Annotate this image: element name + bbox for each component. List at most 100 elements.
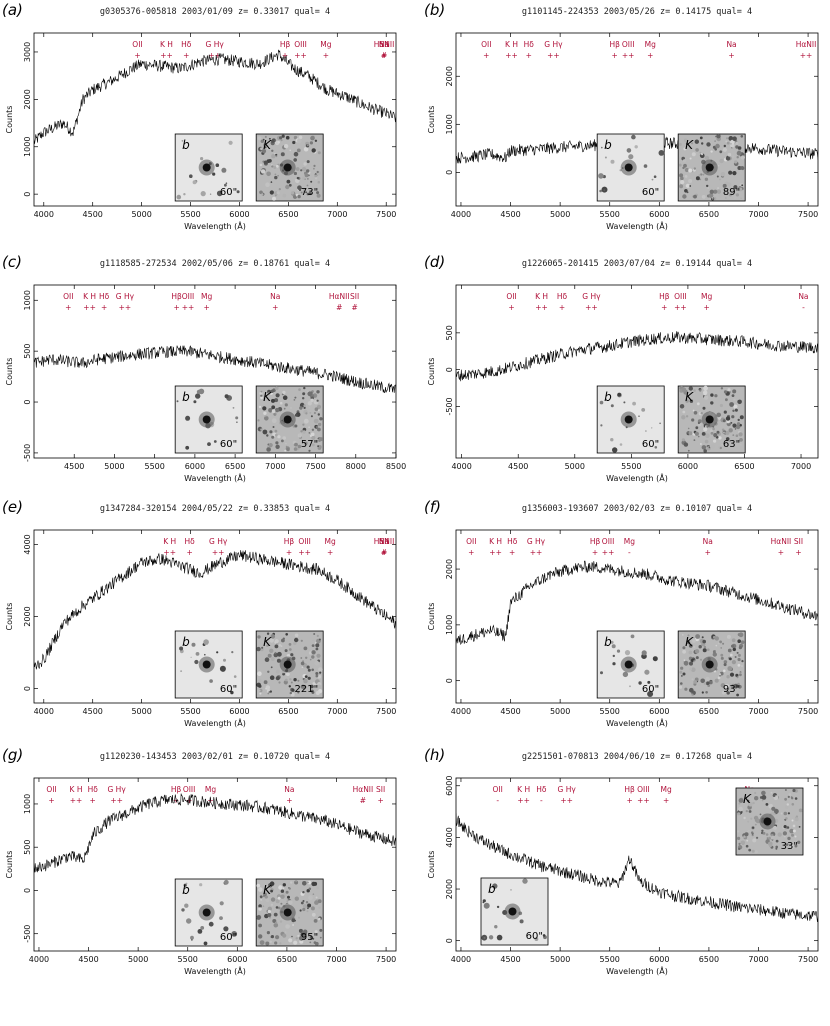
inset-speckle [316, 390, 320, 394]
inset-speckle [720, 647, 722, 649]
inset-k-image: K 33" [735, 787, 804, 856]
inset-speckle [236, 190, 240, 194]
inset-speckle [280, 894, 285, 899]
inset-speckle [700, 678, 705, 684]
inset-speckle [317, 899, 322, 904]
inset-speckle [317, 684, 322, 689]
inset-speckle [712, 635, 716, 639]
emission-line-label: OII [466, 537, 476, 546]
inset-speckle [679, 404, 685, 409]
inset-band-label: b [182, 390, 190, 404]
inset-band-label: K [743, 792, 752, 806]
inset-speckle [312, 639, 314, 642]
x-tick-label: 7500 [798, 210, 818, 219]
inset-speckle [274, 175, 278, 180]
inset-speckle [290, 407, 292, 409]
x-axis-label: Wavelength (Å) [606, 717, 668, 728]
inset-speckle [687, 634, 690, 637]
inset-speckle [300, 430, 303, 433]
inset-speckle [232, 407, 235, 409]
inset-speckle [795, 825, 799, 829]
inset-speckle [692, 645, 696, 649]
inset-speckle [740, 166, 745, 171]
inset-speckle [281, 134, 285, 138]
x-axis-label: Wavelength (Å) [184, 717, 246, 728]
inset-speckle [274, 407, 280, 413]
inset-speckle [314, 139, 318, 142]
inset-speckle [754, 791, 757, 795]
x-tick-label: 7000 [327, 210, 347, 219]
inset-speckle [770, 791, 773, 794]
inset-speckle [261, 646, 264, 649]
inset-speckle [283, 144, 289, 149]
inset-speckle [295, 937, 298, 940]
inset-speckle [257, 635, 261, 639]
inset-band-label: K [685, 635, 694, 649]
emission-line-label: Mg [645, 40, 656, 49]
emission-line-label: G Hγ [206, 40, 225, 49]
inset-speckle [693, 660, 696, 663]
inset-speckle [770, 835, 775, 840]
inset-speckle [791, 803, 795, 806]
inset-speckle [269, 648, 274, 653]
inset-speckle [313, 881, 318, 886]
emission-line-label: Na [726, 40, 736, 49]
x-tick-label: 6000 [649, 210, 669, 219]
inset-speckle [735, 424, 741, 430]
inset-speckle [260, 169, 266, 174]
galaxy-core [763, 817, 772, 826]
inset-speckle [701, 691, 704, 694]
panel-title: g0305376-005818 2003/01/09 z= 0.33017 qu… [100, 7, 330, 17]
inset-speckle [720, 683, 726, 688]
inset-speckle [298, 928, 303, 933]
plot-frame [455, 777, 819, 952]
inset-speckle [681, 634, 684, 636]
inset-speckle [703, 395, 709, 400]
inset-speckle [714, 394, 718, 398]
plot-frame [33, 32, 397, 207]
inset-speckle [717, 187, 720, 190]
inset-speckle [274, 386, 279, 391]
emission-line-label: OIII [622, 40, 635, 49]
inset-speckle [308, 407, 311, 409]
inset-speckle [318, 437, 323, 442]
y-axis-label: Counts [5, 358, 14, 386]
inset-speckle [737, 684, 742, 689]
inset-speckle [726, 634, 731, 639]
inset-speckle [303, 406, 306, 409]
inset-speckle [789, 844, 795, 849]
x-tick-label: 6000 [649, 955, 669, 964]
inset-speckle [736, 693, 739, 697]
emission-line-label: OIII [637, 785, 650, 794]
spectrum-line [456, 560, 818, 646]
y-tick-label: 2000 [23, 606, 32, 626]
inset-speckle [310, 415, 313, 418]
emission-line-label: Hβ [284, 537, 295, 546]
galaxy-core [202, 163, 211, 172]
inset-speckle [792, 824, 796, 828]
inset-speckle [735, 193, 740, 197]
inset-speckle [722, 147, 728, 152]
galaxy-core [705, 163, 714, 172]
y-tick-label: 2000 [445, 559, 454, 579]
inset-speckle [645, 430, 647, 432]
inset-speckle [733, 404, 738, 409]
inset-speckle [208, 921, 214, 927]
panel-c: (c) g1118585-272534 2002/05/06 z= 0.18761… [2, 253, 406, 483]
inset-speckle [221, 167, 227, 173]
inset-speckle [269, 881, 275, 886]
inset-speckle [688, 179, 693, 183]
inset-k-image: K 89" [677, 133, 746, 202]
inset-speckle [318, 906, 321, 909]
inset-speckle [183, 193, 186, 196]
inset-size-label: 60" [526, 931, 543, 942]
inset-speckle [695, 176, 700, 181]
inset-speckle [700, 443, 702, 445]
inset-speckle [741, 660, 744, 663]
inset-speckle [708, 446, 711, 449]
inset-speckle [703, 195, 706, 198]
inset-speckle [294, 637, 299, 643]
inset-speckle [279, 920, 283, 923]
inset-speckle [308, 426, 310, 429]
